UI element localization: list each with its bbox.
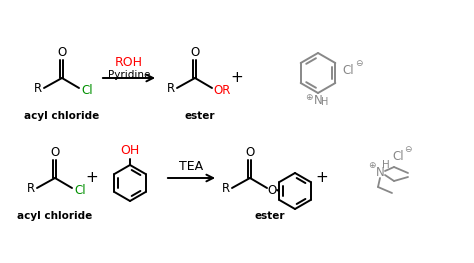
Text: ROH: ROH [115, 57, 143, 69]
Text: O: O [191, 47, 200, 59]
Text: O: O [57, 47, 67, 59]
Text: OR: OR [213, 83, 231, 97]
Text: R: R [167, 83, 175, 95]
Text: ⊕: ⊕ [368, 161, 376, 170]
Text: ⊖: ⊖ [404, 145, 412, 154]
Text: O: O [50, 146, 60, 159]
Text: O: O [246, 145, 255, 159]
Text: Cl: Cl [392, 150, 404, 164]
Text: +: + [316, 170, 328, 185]
Text: TEA: TEA [179, 159, 203, 173]
Text: Pyridine: Pyridine [108, 70, 150, 80]
Text: acyl chloride: acyl chloride [24, 111, 100, 121]
Text: R: R [222, 181, 230, 195]
Text: ester: ester [255, 211, 285, 221]
Text: Cl: Cl [81, 83, 93, 97]
Text: ester: ester [185, 111, 215, 121]
Text: acyl chloride: acyl chloride [18, 211, 92, 221]
Text: H: H [321, 97, 328, 107]
Text: O: O [267, 184, 277, 196]
Text: +: + [231, 70, 243, 85]
Text: N: N [314, 94, 322, 107]
Text: Cl: Cl [342, 64, 354, 78]
Text: R: R [34, 83, 42, 95]
Text: OH: OH [120, 144, 140, 158]
Text: Cl: Cl [74, 184, 86, 196]
Text: +: + [86, 170, 99, 185]
Text: ⊖: ⊖ [355, 59, 363, 68]
Text: ⊕: ⊕ [305, 94, 313, 103]
Text: H: H [382, 160, 390, 170]
Text: R: R [27, 183, 35, 195]
Text: N: N [375, 166, 384, 180]
